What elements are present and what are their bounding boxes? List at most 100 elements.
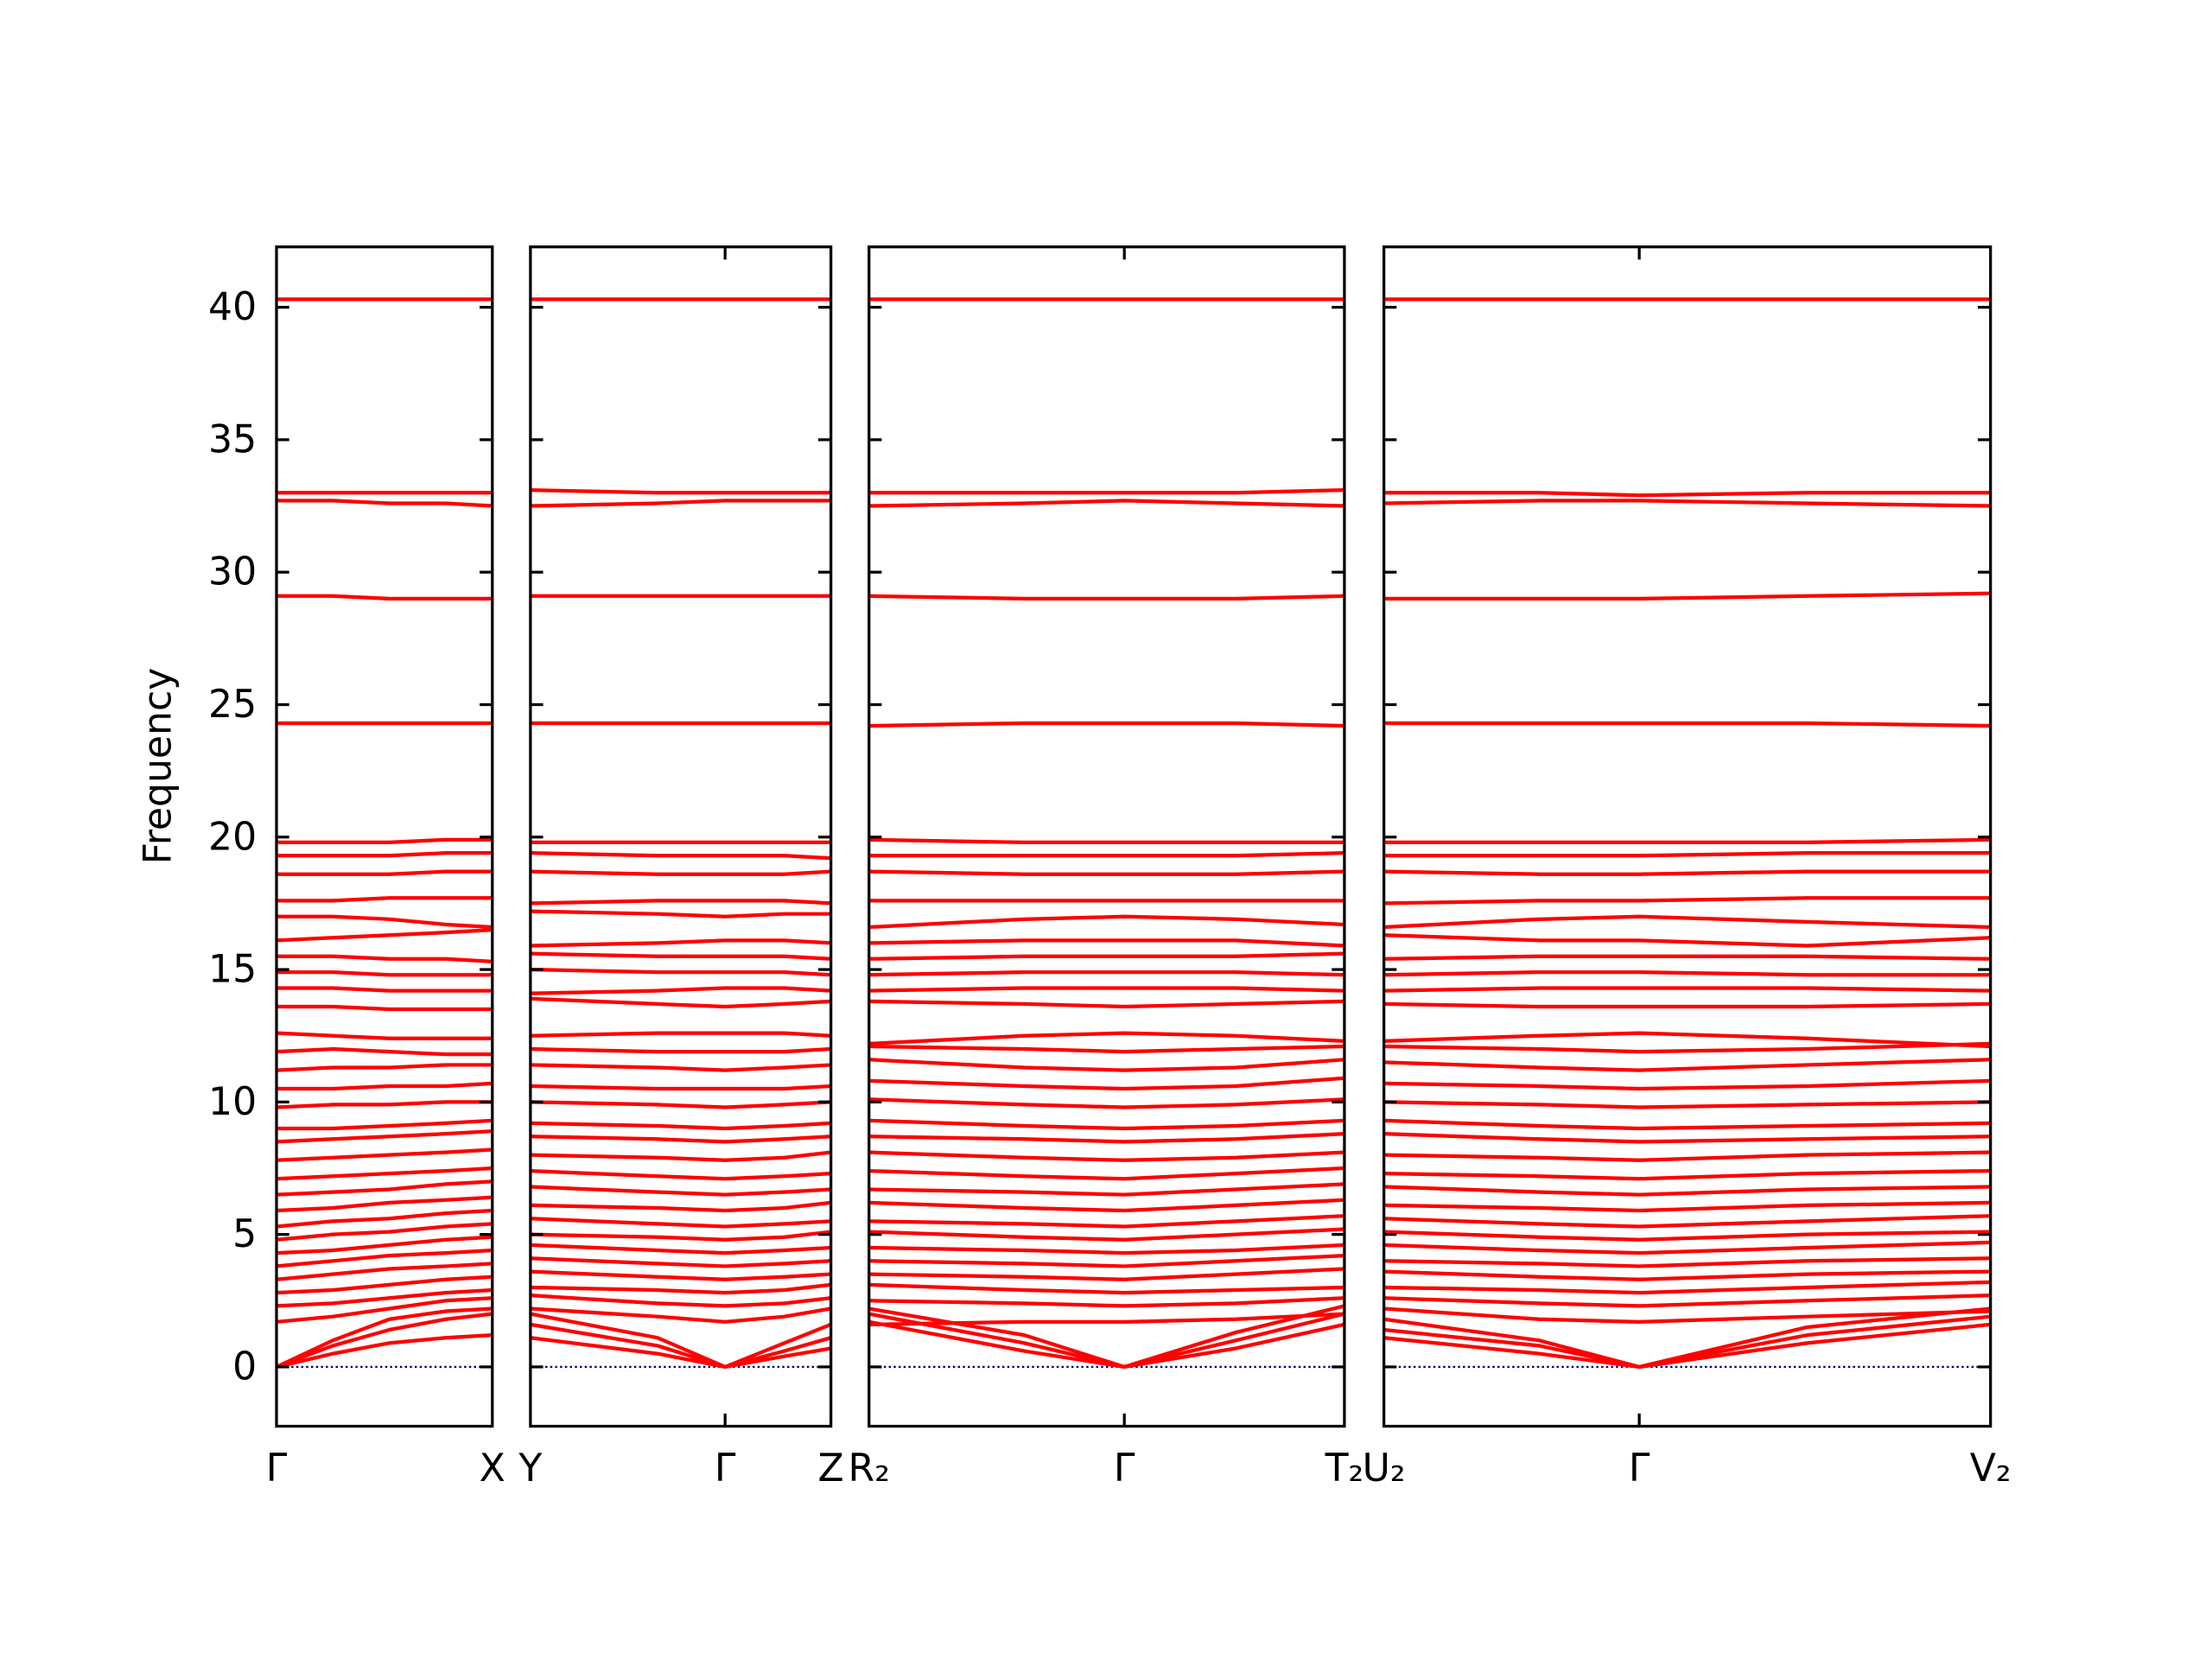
band — [1383, 851, 1991, 858]
y-tick-label: 10 — [208, 1080, 257, 1124]
band — [276, 1208, 493, 1229]
band — [276, 1128, 493, 1144]
band — [530, 1230, 831, 1242]
band — [276, 594, 493, 601]
band — [530, 1243, 831, 1255]
band — [276, 1262, 493, 1281]
band — [1383, 954, 1991, 961]
band — [276, 1100, 493, 1109]
band — [530, 851, 831, 861]
band — [1383, 1041, 1991, 1054]
band — [868, 1227, 1344, 1242]
band — [276, 869, 493, 876]
band — [1383, 1230, 1991, 1242]
band — [1383, 1269, 1991, 1281]
band — [530, 1046, 831, 1054]
band — [276, 1195, 493, 1213]
axes-frame — [1382, 245, 1993, 1428]
x-tick-label: Γ — [266, 1446, 288, 1491]
band — [1383, 1100, 1991, 1109]
band — [530, 1269, 831, 1281]
band — [868, 1214, 1344, 1229]
band — [530, 499, 831, 508]
band — [868, 1254, 1344, 1268]
band — [276, 1063, 493, 1072]
band — [1383, 1306, 1991, 1324]
band — [530, 1168, 831, 1181]
band — [868, 837, 1344, 845]
band — [276, 1147, 493, 1162]
band — [1383, 591, 1991, 601]
band — [530, 488, 831, 495]
band — [868, 1267, 1344, 1281]
y-tick-label: 35 — [208, 417, 257, 461]
band — [868, 1097, 1344, 1109]
band — [276, 1179, 493, 1197]
y-tick-label: 30 — [208, 550, 257, 594]
band — [276, 896, 493, 903]
band — [276, 1235, 493, 1255]
band — [1383, 1001, 1991, 1009]
band — [276, 954, 493, 963]
band — [530, 1150, 831, 1162]
band — [868, 1150, 1344, 1162]
x-tick-label: Γ — [1629, 1446, 1650, 1491]
band — [276, 1222, 493, 1242]
band — [868, 1076, 1344, 1091]
band — [530, 1031, 831, 1038]
band — [530, 1084, 831, 1091]
x-tick-label: X — [480, 1446, 505, 1491]
band — [868, 938, 1344, 948]
band — [1383, 986, 1991, 993]
band — [868, 1296, 1344, 1308]
band — [868, 951, 1344, 961]
band — [276, 1287, 493, 1308]
x-tick-label: Z — [818, 1446, 844, 1491]
band — [276, 1046, 493, 1057]
band — [1383, 1078, 1991, 1091]
band — [868, 488, 1344, 495]
band — [868, 851, 1344, 858]
x-tick-label: U₂ — [1363, 1446, 1406, 1491]
band — [276, 986, 493, 993]
band — [276, 499, 493, 508]
band — [868, 721, 1344, 728]
band — [530, 1100, 831, 1109]
band — [868, 1198, 1344, 1213]
bands — [1383, 297, 1991, 1370]
band — [276, 927, 493, 943]
x-tick-label: Γ — [1114, 1446, 1135, 1491]
band — [868, 1319, 1344, 1370]
x-tick-label: Γ — [715, 1446, 736, 1491]
band — [530, 1306, 831, 1324]
band — [530, 1282, 831, 1295]
y-tick-label: 5 — [232, 1212, 257, 1256]
panel: 0 5 10 15 20 25 30 35 40 Γ X Frequency — [136, 245, 505, 1491]
band — [1383, 1132, 1991, 1144]
band — [1383, 1150, 1991, 1162]
band — [276, 1118, 493, 1131]
band — [530, 1121, 831, 1131]
bands — [530, 297, 831, 1370]
band — [276, 1004, 493, 1012]
band — [276, 1312, 493, 1369]
band — [530, 996, 831, 1009]
band — [276, 970, 493, 977]
bands — [276, 297, 493, 1370]
band — [1383, 896, 1991, 906]
band — [868, 869, 1344, 876]
band — [276, 1296, 493, 1324]
y-tick-label: 25 — [208, 683, 257, 727]
band — [276, 914, 493, 930]
band — [868, 1058, 1344, 1072]
band — [868, 970, 1344, 977]
band — [1383, 1031, 1991, 1049]
axes-frame — [529, 245, 833, 1428]
panel: R₂ Γ T₂ — [849, 245, 1363, 1491]
x-tick-label: R₂ — [849, 1446, 890, 1491]
band — [868, 1031, 1344, 1046]
band — [1383, 491, 1991, 498]
